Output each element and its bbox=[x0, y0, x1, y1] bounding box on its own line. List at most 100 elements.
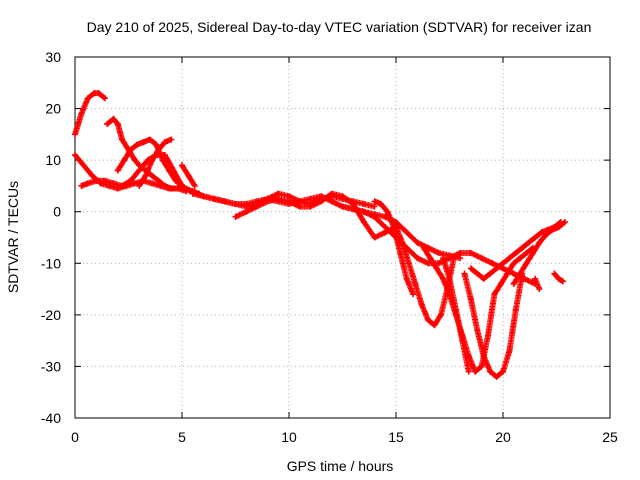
y-tick-label: 0 bbox=[53, 204, 61, 220]
series-arc-19 bbox=[532, 275, 543, 293]
data-point bbox=[487, 270, 494, 277]
data-point bbox=[93, 177, 100, 184]
data-point bbox=[465, 368, 472, 375]
data-point bbox=[131, 157, 138, 164]
data-point bbox=[480, 275, 487, 282]
data-point bbox=[119, 136, 126, 143]
data-point bbox=[89, 172, 96, 179]
data-point bbox=[414, 239, 421, 246]
data-point bbox=[146, 136, 153, 143]
data-point bbox=[555, 275, 562, 282]
data-point bbox=[155, 146, 162, 153]
x-tick-label: 10 bbox=[281, 429, 297, 445]
data-point bbox=[318, 198, 325, 205]
data-point bbox=[101, 95, 108, 102]
data-point bbox=[437, 311, 444, 318]
x-tick-label: 0 bbox=[71, 429, 79, 445]
data-point bbox=[384, 208, 391, 215]
data-point bbox=[360, 200, 367, 207]
x-tick-label: 20 bbox=[495, 429, 511, 445]
data-point bbox=[500, 368, 506, 375]
data-point bbox=[474, 270, 481, 277]
data-point bbox=[478, 255, 485, 262]
data-point bbox=[393, 224, 399, 231]
data-point bbox=[536, 286, 543, 293]
data-point bbox=[360, 208, 367, 215]
data-point bbox=[420, 244, 427, 251]
data-point bbox=[185, 172, 192, 179]
data-point bbox=[523, 260, 530, 267]
data-point bbox=[459, 337, 466, 344]
data-point bbox=[371, 203, 378, 210]
data-point bbox=[142, 172, 149, 179]
data-point bbox=[104, 121, 111, 128]
plot-frame bbox=[74, 56, 611, 419]
data-point bbox=[532, 234, 539, 241]
data-point bbox=[405, 260, 412, 267]
data-point bbox=[457, 255, 464, 262]
data-point bbox=[474, 327, 481, 334]
data-point bbox=[131, 180, 138, 187]
data-point bbox=[275, 190, 282, 197]
data-point bbox=[504, 270, 511, 277]
data-point bbox=[136, 167, 143, 174]
data-point bbox=[517, 270, 524, 277]
data-point bbox=[339, 193, 346, 200]
y-tick-label: 10 bbox=[45, 152, 61, 168]
data-point bbox=[382, 229, 389, 236]
data-points bbox=[72, 90, 569, 380]
data-point bbox=[72, 131, 78, 138]
data-point bbox=[232, 200, 239, 207]
data-point bbox=[506, 347, 513, 354]
y-tick-label: -10 bbox=[41, 255, 61, 271]
data-point bbox=[493, 265, 500, 272]
data-point bbox=[489, 260, 496, 267]
data-point bbox=[371, 234, 378, 241]
data-point bbox=[512, 249, 519, 256]
data-point bbox=[467, 296, 474, 303]
data-point bbox=[491, 291, 498, 298]
data-point bbox=[555, 224, 562, 231]
data-point bbox=[403, 229, 410, 236]
data-point bbox=[161, 139, 168, 146]
data-point bbox=[412, 280, 419, 287]
data-point bbox=[510, 280, 517, 287]
data-point bbox=[200, 193, 207, 200]
series-arc-20 bbox=[551, 270, 566, 285]
data-point bbox=[121, 157, 128, 164]
data-point bbox=[296, 198, 303, 205]
data-point bbox=[110, 180, 117, 187]
data-point bbox=[286, 193, 292, 200]
data-point bbox=[435, 249, 442, 256]
data-point bbox=[243, 208, 250, 215]
series-arc-6 bbox=[136, 136, 175, 189]
data-point bbox=[549, 226, 556, 233]
data-point bbox=[440, 275, 447, 282]
data-point bbox=[399, 239, 406, 246]
data-point bbox=[168, 185, 175, 192]
series-arc-5 bbox=[114, 136, 185, 189]
data-point bbox=[114, 167, 121, 174]
data-point bbox=[433, 265, 440, 272]
data-point bbox=[84, 95, 91, 102]
data-point bbox=[538, 229, 545, 236]
data-point bbox=[497, 280, 504, 287]
data-point bbox=[500, 260, 506, 267]
axis-ticks: 0 5 10 15 20 25 -40 -30 -20 -10 0 10 20 30 bbox=[41, 49, 618, 445]
series-arc-18 bbox=[510, 219, 569, 287]
data-point bbox=[360, 219, 367, 226]
data-point bbox=[536, 239, 543, 246]
data-point bbox=[478, 363, 485, 370]
data-point bbox=[467, 265, 474, 272]
series-arc-7 bbox=[179, 162, 198, 189]
data-point bbox=[440, 255, 447, 262]
data-point bbox=[189, 190, 196, 197]
data-point bbox=[161, 182, 168, 189]
x-tick-label: 25 bbox=[602, 429, 618, 445]
data-point bbox=[435, 260, 442, 267]
data-point bbox=[532, 275, 539, 282]
data-point bbox=[452, 306, 459, 313]
data-point bbox=[542, 231, 549, 238]
data-point bbox=[286, 198, 292, 205]
data-point bbox=[149, 172, 156, 179]
